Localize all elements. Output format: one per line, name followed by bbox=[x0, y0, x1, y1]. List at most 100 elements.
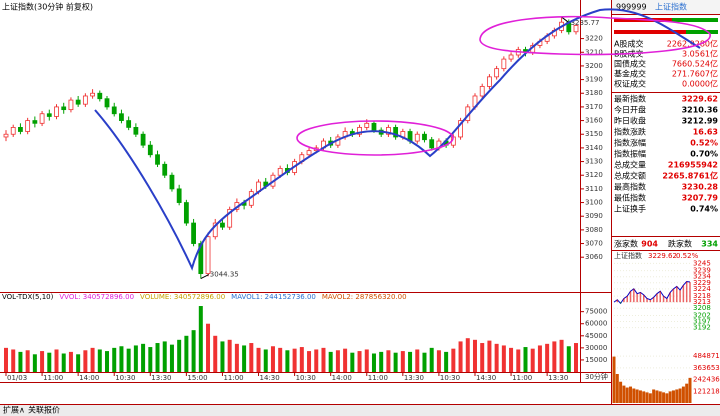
volume-bar bbox=[177, 339, 182, 372]
tab[interactable]: 关联报价 bbox=[28, 405, 60, 415]
volume-bar bbox=[285, 350, 290, 372]
mini-change: 0.52% bbox=[676, 252, 699, 260]
volume-bar bbox=[292, 348, 297, 372]
x-tick-label: 01/03 bbox=[7, 374, 27, 382]
volume-bar bbox=[415, 349, 420, 372]
y-tick-label: 3070 bbox=[585, 240, 603, 248]
panel-header bbox=[612, 0, 720, 14]
volume-bar bbox=[458, 341, 463, 372]
y-tick-label: 3080 bbox=[585, 226, 603, 234]
candle-body bbox=[393, 127, 399, 138]
volume-bar bbox=[126, 348, 131, 372]
row-value: 0.74% bbox=[690, 205, 718, 214]
volume-bar bbox=[314, 349, 319, 372]
row-value: 16.63 bbox=[693, 128, 718, 137]
volume-bar bbox=[184, 335, 189, 372]
row-label: 最低指数 bbox=[614, 193, 646, 203]
frame bbox=[0, 0, 720, 405]
candle-body bbox=[162, 163, 168, 176]
x-tick-label: 10:30 bbox=[440, 374, 460, 382]
volume-bar bbox=[242, 345, 247, 372]
y-tick-label: 45000 bbox=[585, 332, 607, 340]
row-label: A股成交 bbox=[614, 39, 643, 49]
y-tick-label: 484871 bbox=[693, 352, 720, 360]
volume-bar bbox=[393, 352, 398, 372]
period-tab[interactable]: 30分钟 bbox=[585, 372, 608, 381]
candle-body bbox=[90, 92, 95, 97]
row-value: 7660.524亿 bbox=[672, 59, 718, 69]
y-tick-label: 3120 bbox=[585, 171, 603, 179]
volume-bar bbox=[552, 341, 557, 372]
row-label: 权证成交 bbox=[614, 79, 646, 89]
y-tick-label: 3200 bbox=[585, 62, 603, 70]
volume-bar bbox=[206, 323, 211, 372]
candle-body bbox=[25, 120, 31, 132]
volume-bar bbox=[530, 348, 535, 372]
range-circle bbox=[296, 120, 454, 156]
candle-body bbox=[357, 127, 362, 135]
y-tick-label: 3239 bbox=[693, 267, 711, 275]
x-tick-label: 10:30 bbox=[115, 374, 135, 382]
volume-bar bbox=[234, 343, 239, 372]
candle-body bbox=[205, 236, 211, 275]
candle-body bbox=[183, 202, 189, 224]
y-tick-label: 3213 bbox=[693, 298, 711, 306]
intraday-volume bbox=[665, 393, 669, 403]
volume-bar bbox=[335, 350, 340, 372]
intraday-volume bbox=[629, 386, 633, 403]
volume-bar bbox=[480, 343, 485, 372]
y-tick-label: 3180 bbox=[585, 89, 603, 97]
candle-body bbox=[147, 144, 153, 156]
order-bar bbox=[672, 18, 718, 22]
row-label: 最新指数 bbox=[614, 94, 646, 104]
x-tick-label: 14:30 bbox=[260, 374, 280, 382]
mini-chart: 3245323932343229322432183213320832023197… bbox=[612, 259, 720, 403]
volume-bar bbox=[112, 347, 117, 372]
volume-bar bbox=[169, 344, 174, 372]
volume-header: VOLUME: 340572896.00 bbox=[140, 293, 225, 301]
advancers-label: 涨家数 bbox=[614, 239, 638, 249]
volume-bar bbox=[343, 348, 348, 372]
y-tick-label: 60000 bbox=[585, 320, 607, 328]
x-tick-label: 14:00 bbox=[79, 374, 99, 382]
intraday-volume bbox=[642, 391, 646, 403]
candle-body bbox=[46, 113, 52, 117]
candle-body bbox=[32, 120, 38, 124]
tab[interactable]: 扩展∧ bbox=[3, 405, 25, 415]
volume-bar bbox=[133, 345, 138, 372]
volume-bar bbox=[408, 351, 413, 372]
volume-bar bbox=[213, 335, 218, 372]
x-tick-label: 13:30 bbox=[548, 374, 568, 382]
volume-bar bbox=[191, 330, 196, 372]
intraday-volume bbox=[638, 390, 642, 403]
volume-bar bbox=[68, 351, 73, 372]
y-tick-label: 3210 bbox=[585, 48, 603, 56]
candle-body bbox=[119, 113, 124, 121]
intraday-volume bbox=[688, 377, 692, 403]
y-tick-label: 242436 bbox=[693, 376, 720, 384]
stock-name[interactable]: 上证指数 bbox=[655, 2, 687, 12]
row-value: 3230.28 bbox=[682, 183, 719, 192]
volume-bar bbox=[256, 347, 261, 372]
intraday-volume bbox=[619, 381, 623, 403]
volume-bar bbox=[162, 341, 167, 372]
volume-bar bbox=[516, 349, 521, 372]
candle-body bbox=[364, 122, 370, 128]
row-label: 基金成交 bbox=[614, 69, 646, 79]
candle-body bbox=[458, 120, 463, 138]
y-tick-label: 3208 bbox=[693, 304, 711, 312]
volume-bar bbox=[429, 347, 434, 372]
candle-body bbox=[126, 120, 132, 128]
volume-header: MAVOL1: 244152736.00 bbox=[231, 293, 316, 301]
candle-body bbox=[573, 25, 579, 33]
volume-bar bbox=[220, 341, 225, 372]
volume-bar bbox=[4, 347, 8, 372]
row-value: 3207.79 bbox=[682, 194, 719, 203]
volume-bar bbox=[559, 339, 564, 372]
candle-body bbox=[422, 133, 427, 141]
row-value: 3.0561亿 bbox=[682, 49, 718, 59]
y-tick-label: 75000 bbox=[585, 308, 607, 316]
volume-bar bbox=[198, 306, 203, 372]
candle-body bbox=[61, 106, 67, 111]
y-tick-label: 3160 bbox=[585, 117, 603, 125]
